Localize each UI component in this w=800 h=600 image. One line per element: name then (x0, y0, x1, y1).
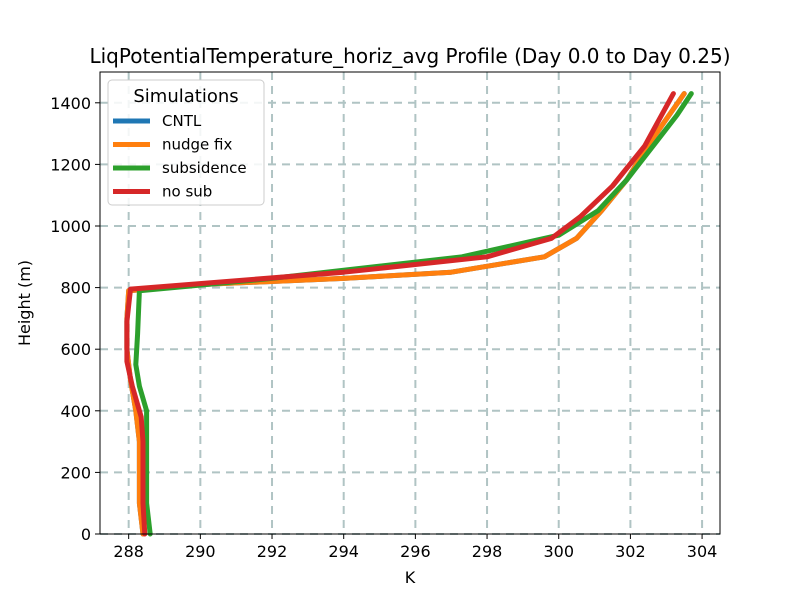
legend-label: nudge fix (162, 136, 233, 154)
x-tick-label: 302 (615, 542, 646, 561)
legend-title: Simulations (133, 86, 238, 107)
y-tick-label: 1200 (50, 155, 91, 174)
legend-label: subsidence (162, 159, 247, 177)
x-tick-label: 292 (257, 542, 288, 561)
y-tick-label: 400 (60, 402, 91, 421)
y-tick-label: 600 (60, 340, 91, 359)
y-tick-label: 800 (60, 279, 91, 298)
x-axis-label: K (405, 568, 416, 587)
y-tick-label: 0 (81, 525, 91, 544)
series-layer (124, 91, 694, 537)
y-axis-label: Height (m) (15, 260, 34, 346)
y-tick-label: 1400 (50, 94, 91, 113)
x-tick-label: 290 (185, 542, 216, 561)
x-tick-label: 304 (687, 542, 718, 561)
x-tick-label: 300 (543, 542, 574, 561)
x-tick-label: 288 (113, 542, 144, 561)
legend-label: CNTL (162, 112, 202, 130)
x-tick-label: 294 (328, 542, 359, 561)
legend: Simulations CNTL nudge fix subsidence no su… (107, 79, 265, 206)
x-tick-label: 296 (400, 542, 431, 561)
x-tick-label: 298 (472, 542, 503, 561)
legend-label: no sub (162, 183, 212, 201)
legend-box (107, 79, 265, 206)
y-tick-label: 200 (60, 463, 91, 482)
plot-frame (99, 71, 721, 535)
tick-layer: 288 290 292 294 296 298 300 302 304 0 200 400 600 800… (50, 94, 717, 561)
series-line-no-sub (124, 91, 676, 537)
chart-title: LiqPotentialTemperature_horiz_avg Profil… (89, 44, 730, 68)
y-tick-label: 1000 (50, 217, 91, 236)
